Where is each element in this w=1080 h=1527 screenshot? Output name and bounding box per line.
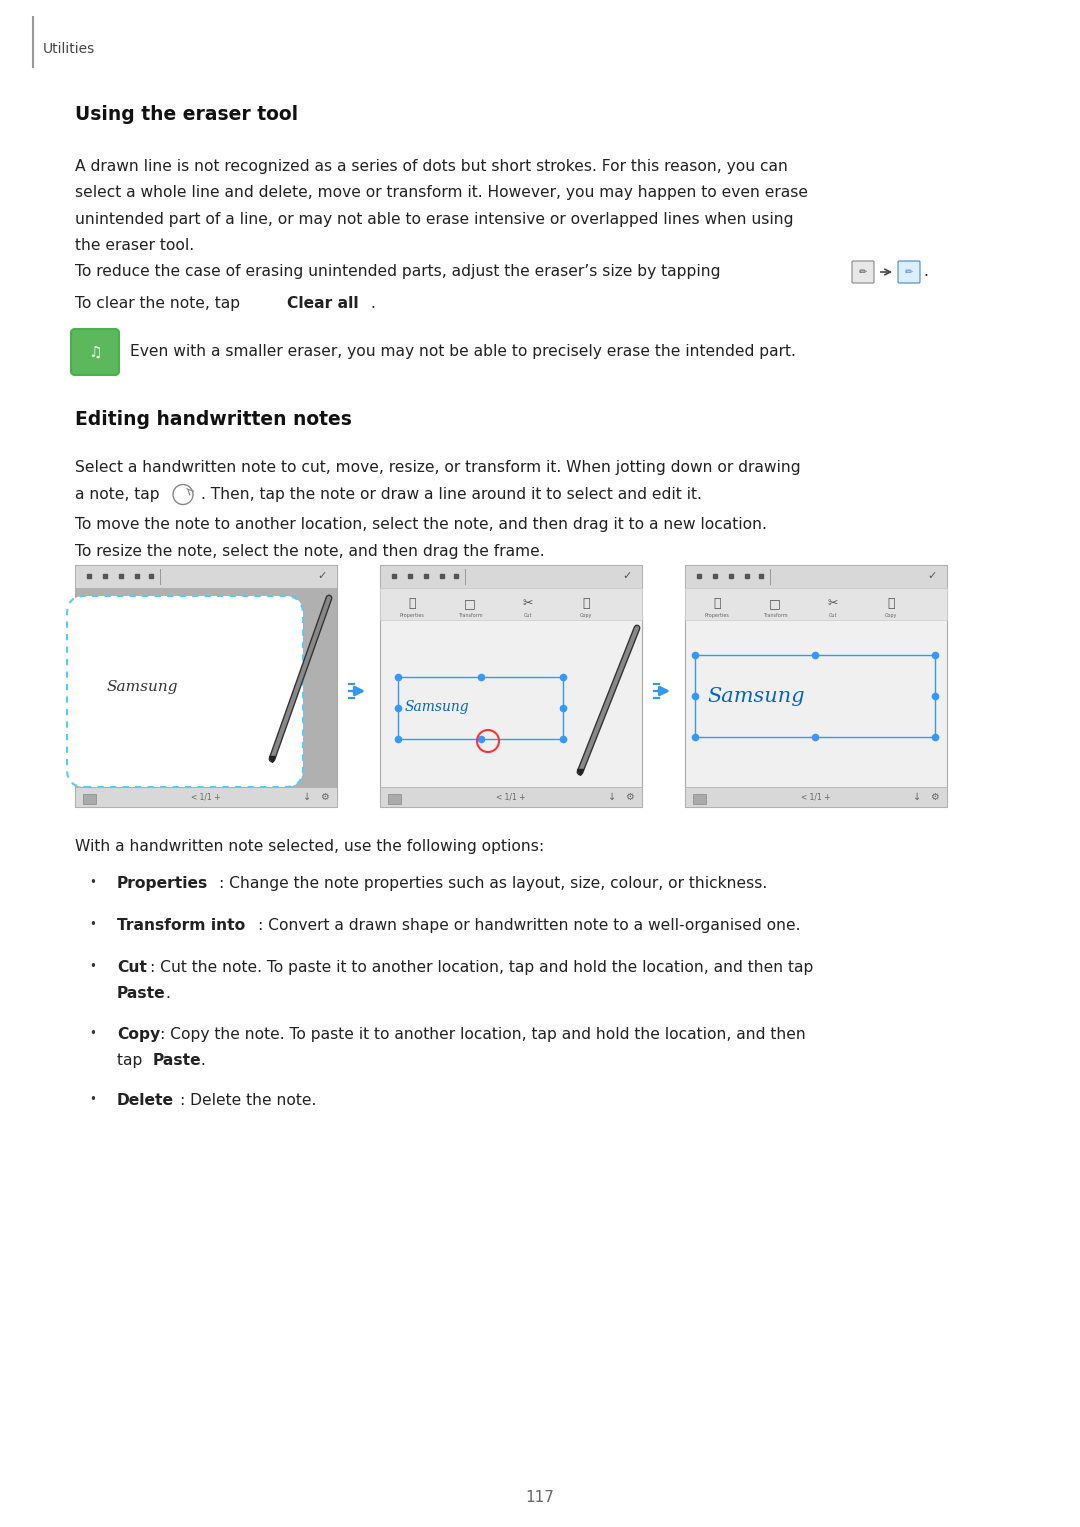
Text: To clear the note, tap: To clear the note, tap	[75, 296, 245, 312]
Text: Select a handwritten note to cut, move, resize, or transform it. When jotting do: Select a handwritten note to cut, move, …	[75, 460, 800, 475]
Text: Samsung: Samsung	[405, 699, 470, 715]
Text: ↓: ↓	[913, 793, 921, 802]
Text: □: □	[769, 597, 781, 611]
Text: Samsung: Samsung	[107, 680, 178, 693]
Text: To resize the note, select the note, and then drag the frame.: To resize the note, select the note, and…	[75, 544, 544, 559]
Text: To reduce the case of erasing unintended parts, adjust the eraser’s size by tapp: To reduce the case of erasing unintended…	[75, 264, 720, 279]
Text: : Change the note properties such as layout, size, colour, or thickness.: : Change the note properties such as lay…	[219, 876, 767, 890]
Text: ✂: ✂	[827, 597, 838, 611]
Text: the eraser tool.: the eraser tool.	[75, 238, 194, 253]
Text: < 1/1 +: < 1/1 +	[496, 793, 526, 802]
Bar	[685, 565, 947, 588]
Bar	[388, 794, 401, 805]
Text: Clear all: Clear all	[287, 296, 359, 312]
Text: < 1/1 +: < 1/1 +	[801, 793, 831, 802]
Text: •: •	[90, 918, 96, 931]
Bar	[380, 565, 642, 588]
Bar	[75, 786, 337, 806]
Bar	[380, 565, 642, 806]
Text: ⎘: ⎘	[408, 597, 416, 611]
Text: ♫: ♫	[89, 345, 102, 359]
Text: ✂: ✂	[523, 597, 534, 611]
Text: : Delete the note.: : Delete the note.	[179, 1093, 316, 1109]
Text: ⎘: ⎘	[713, 597, 720, 611]
FancyBboxPatch shape	[71, 328, 119, 376]
Text: Transform into: Transform into	[117, 918, 245, 933]
Text: ✏: ✏	[859, 267, 867, 276]
Bar	[693, 794, 706, 805]
Text: ↓: ↓	[608, 793, 616, 802]
FancyBboxPatch shape	[897, 261, 920, 282]
Text: Samsung: Samsung	[707, 687, 805, 707]
Text: Cut: Cut	[117, 960, 147, 976]
Text: □: □	[464, 597, 476, 611]
Text: Utilities: Utilities	[43, 43, 95, 56]
Bar	[75, 565, 337, 806]
Bar	[685, 588, 947, 620]
Text: ↓: ↓	[302, 793, 311, 802]
Text: ✓: ✓	[318, 571, 326, 582]
Text: < 1/1 +: < 1/1 +	[191, 793, 220, 802]
Text: : Copy the note. To paste it to another location, tap and hold the location, and: : Copy the note. To paste it to another …	[160, 1026, 806, 1041]
Text: ✓: ✓	[622, 571, 632, 582]
Text: 117: 117	[526, 1489, 554, 1504]
Text: Cut: Cut	[524, 614, 532, 618]
Text: .: .	[923, 264, 928, 279]
Text: Copy: Copy	[580, 614, 592, 618]
Text: Using the eraser tool: Using the eraser tool	[75, 105, 298, 124]
Text: Transform: Transform	[762, 614, 787, 618]
Text: Paste: Paste	[152, 1054, 201, 1067]
Text: A drawn line is not recognized as a series of dots but short strokes. For this r: A drawn line is not recognized as a seri…	[75, 159, 788, 174]
Text: .: .	[165, 986, 171, 1002]
Text: To move the note to another location, select the note, and then drag it to a new: To move the note to another location, se…	[75, 518, 767, 531]
Text: •: •	[90, 960, 96, 973]
Text: select a whole line and delete, move or transform it. However, you may happen to: select a whole line and delete, move or …	[75, 185, 808, 200]
Bar	[399, 676, 563, 739]
Bar	[685, 786, 947, 806]
Text: .: .	[370, 296, 375, 312]
Text: .: .	[201, 1054, 205, 1067]
Text: a note, tap: a note, tap	[75, 487, 160, 501]
Text: Editing handwritten notes: Editing handwritten notes	[75, 411, 352, 429]
Bar	[380, 786, 642, 806]
Bar	[75, 565, 337, 588]
Text: ￭: ￭	[582, 597, 590, 611]
FancyBboxPatch shape	[67, 596, 303, 786]
Text: Transform: Transform	[458, 614, 483, 618]
Text: ￭: ￭	[888, 597, 894, 611]
Text: Properties: Properties	[704, 614, 729, 618]
Text: Delete: Delete	[117, 1093, 174, 1109]
Text: ✏: ✏	[905, 267, 913, 276]
Text: . Then, tap the note or draw a line around it to select and edit it.: . Then, tap the note or draw a line arou…	[201, 487, 702, 501]
Text: : Convert a drawn shape or handwritten note to a well-organised one.: : Convert a drawn shape or handwritten n…	[258, 918, 800, 933]
Text: Copy: Copy	[885, 614, 897, 618]
Text: With a handwritten note selected, use the following options:: With a handwritten note selected, use th…	[75, 838, 544, 854]
Text: •: •	[90, 1093, 96, 1106]
Text: tap: tap	[117, 1054, 147, 1067]
Text: Paste: Paste	[117, 986, 165, 1002]
Text: ⚙: ⚙	[320, 793, 328, 802]
Bar	[380, 588, 642, 620]
Text: ✓: ✓	[928, 571, 936, 582]
Text: Copy: Copy	[117, 1026, 160, 1041]
Text: Even with a smaller eraser, you may not be able to precisely erase the intended : Even with a smaller eraser, you may not …	[130, 345, 796, 359]
Text: ⚙: ⚙	[624, 793, 633, 802]
Text: unintended part of a line, or may not able to erase intensive or overlapped line: unintended part of a line, or may not ab…	[75, 212, 794, 228]
Text: ⚙: ⚙	[930, 793, 939, 802]
Text: Cut: Cut	[828, 614, 837, 618]
Text: : Cut the note. To paste it to another location, tap and hold the location, and : : Cut the note. To paste it to another l…	[150, 960, 813, 976]
Bar	[83, 794, 96, 805]
Text: Properties: Properties	[400, 614, 424, 618]
Text: •: •	[90, 1026, 96, 1040]
Text: •: •	[90, 876, 96, 889]
Bar	[696, 655, 935, 738]
FancyBboxPatch shape	[852, 261, 874, 282]
Bar	[685, 565, 947, 806]
Text: Properties: Properties	[117, 876, 208, 890]
